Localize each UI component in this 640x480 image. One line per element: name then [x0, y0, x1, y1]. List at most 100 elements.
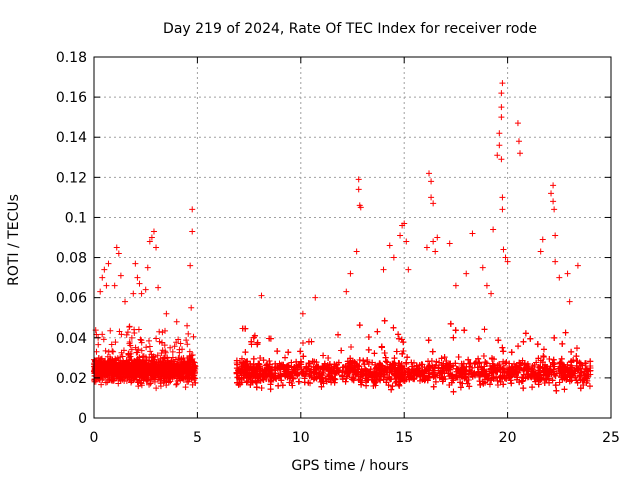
data-point [515, 343, 522, 350]
data-point [153, 385, 160, 392]
data-point [573, 345, 580, 352]
data-point [104, 353, 111, 360]
data-point [100, 364, 107, 371]
data-point [185, 371, 192, 378]
data-point [381, 349, 388, 356]
data-point [186, 375, 193, 382]
data-point [478, 364, 485, 371]
data-point [162, 349, 169, 356]
data-point [289, 382, 296, 389]
data-point [179, 367, 186, 374]
data-point [164, 371, 171, 378]
data-point [125, 359, 132, 366]
data-point [499, 344, 506, 351]
data-point [429, 348, 436, 355]
data-point [100, 336, 107, 343]
data-point [107, 327, 114, 334]
data-point [141, 361, 148, 368]
data-point [540, 346, 547, 353]
data-point [363, 382, 370, 389]
data-point [173, 339, 180, 346]
data-point [441, 354, 448, 361]
data-point [109, 357, 116, 364]
data-point [325, 355, 332, 362]
data-point [190, 333, 197, 340]
data-point [126, 376, 133, 383]
data-point [384, 359, 391, 366]
data-point [495, 337, 502, 344]
data-point [130, 374, 137, 381]
data-point [476, 359, 483, 366]
data-point [133, 349, 140, 356]
data-point [192, 379, 199, 386]
data-point [562, 329, 569, 336]
data-point [167, 359, 174, 366]
data-point [577, 385, 584, 392]
data-point [436, 359, 443, 366]
data-point [551, 334, 558, 341]
data-point [553, 387, 560, 394]
data-point [116, 328, 123, 335]
data-point [184, 341, 191, 348]
data-point [144, 365, 151, 372]
data-point [98, 381, 105, 388]
data-point [138, 380, 145, 387]
data-point [103, 371, 110, 378]
data-point [388, 386, 395, 393]
data-point [374, 328, 381, 335]
data-point [161, 342, 168, 349]
data-point [411, 376, 418, 383]
data-point [143, 344, 150, 351]
data-point [151, 370, 158, 377]
data-point [162, 327, 169, 334]
data-point [377, 377, 384, 384]
data-point [546, 355, 553, 362]
data-point [381, 317, 388, 324]
data-point [288, 359, 295, 366]
data-point [465, 356, 472, 363]
data-point [438, 355, 445, 362]
data-point [159, 339, 166, 346]
data-point [128, 334, 135, 341]
data-point [133, 369, 140, 376]
data-point [169, 348, 176, 355]
data-point [295, 378, 302, 385]
data-point [356, 322, 363, 329]
data-point [183, 363, 190, 370]
data-point [132, 344, 139, 351]
data-point [318, 383, 325, 390]
data-point [475, 335, 482, 342]
data-point [397, 377, 404, 384]
data-point [179, 346, 186, 353]
data-point [559, 340, 566, 347]
data-point [184, 358, 191, 365]
data-point [128, 346, 135, 353]
data-point [135, 326, 142, 333]
data-point [146, 337, 152, 344]
data-point [111, 370, 118, 377]
data-point [527, 335, 534, 342]
data-point [529, 384, 536, 391]
data-point [123, 331, 130, 338]
data-point [99, 331, 106, 338]
data-point [159, 329, 166, 336]
data-point [177, 373, 184, 380]
data-point [120, 367, 127, 374]
data-point [114, 361, 121, 368]
data-point [147, 380, 154, 387]
data-point [91, 378, 98, 385]
data-point [117, 354, 124, 361]
data-point [317, 378, 324, 385]
data-point [139, 353, 146, 360]
data-point [95, 341, 102, 348]
data-point [105, 348, 112, 355]
data-point [187, 362, 194, 369]
data-point [148, 376, 155, 383]
data-point [118, 374, 125, 381]
data-point [574, 358, 581, 365]
data-point [455, 354, 462, 361]
data-point [169, 363, 176, 370]
data-point [173, 364, 180, 371]
data-point [171, 343, 178, 350]
data-point [146, 381, 153, 388]
